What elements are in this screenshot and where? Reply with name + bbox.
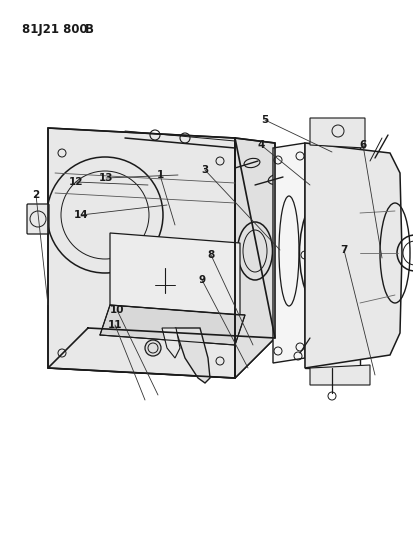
Polygon shape — [272, 143, 304, 363]
Text: B: B — [85, 23, 94, 36]
Polygon shape — [48, 328, 274, 378]
Text: 2: 2 — [32, 190, 40, 200]
Circle shape — [145, 340, 161, 356]
Text: 3: 3 — [201, 165, 208, 175]
Text: 9: 9 — [198, 275, 205, 285]
Polygon shape — [304, 143, 359, 368]
Polygon shape — [235, 138, 274, 378]
Text: 14: 14 — [74, 210, 88, 220]
Text: 12: 12 — [69, 177, 83, 187]
Polygon shape — [309, 365, 369, 385]
Ellipse shape — [268, 174, 285, 184]
Text: 1: 1 — [156, 170, 163, 180]
Text: 8: 8 — [207, 250, 214, 260]
Polygon shape — [304, 143, 401, 368]
Polygon shape — [309, 118, 364, 148]
Text: 10: 10 — [109, 305, 124, 315]
Text: 13: 13 — [99, 173, 113, 183]
FancyBboxPatch shape — [27, 204, 49, 234]
Text: 7: 7 — [339, 245, 347, 255]
Text: 11: 11 — [107, 320, 122, 330]
Text: 81J21 800: 81J21 800 — [22, 23, 88, 36]
Polygon shape — [48, 128, 235, 378]
Text: 5: 5 — [261, 115, 268, 125]
Ellipse shape — [244, 158, 259, 168]
Text: 6: 6 — [358, 140, 366, 150]
Text: 4: 4 — [257, 140, 264, 150]
Polygon shape — [175, 328, 209, 383]
Polygon shape — [161, 328, 180, 358]
Polygon shape — [110, 233, 240, 315]
Polygon shape — [100, 305, 244, 345]
